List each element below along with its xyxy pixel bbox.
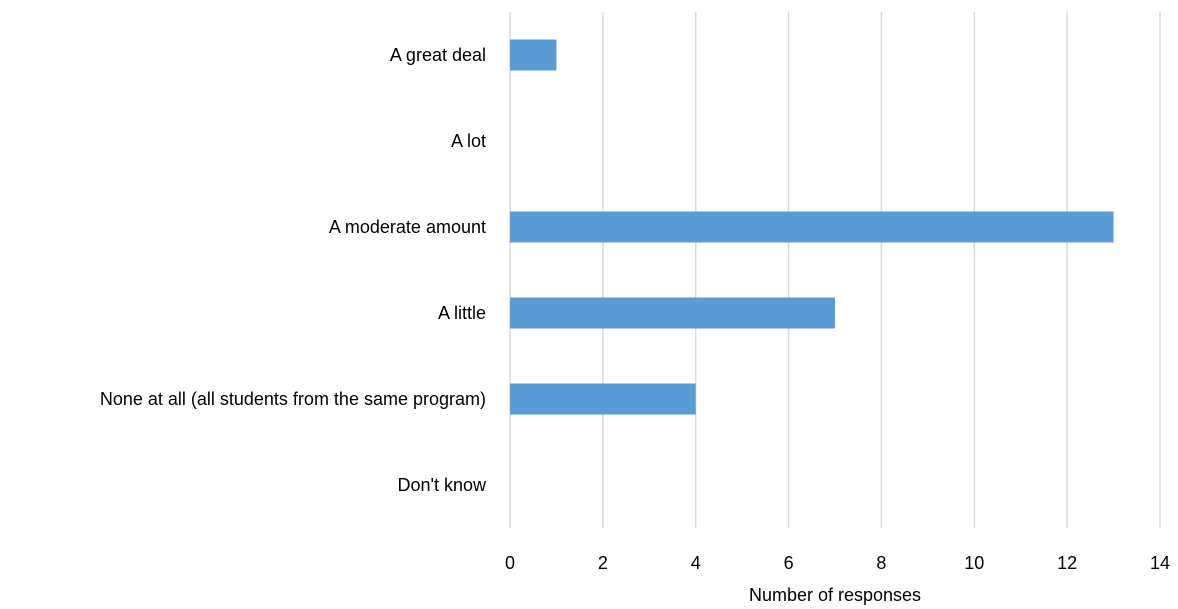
category-label: A moderate amount: [329, 217, 486, 237]
x-axis-title: Number of responses: [749, 585, 921, 605]
gridlines: [509, 12, 1161, 528]
x-tick-label: 12: [1057, 553, 1077, 573]
category-labels: A great deal A lot A moderate amount A litt…: [100, 45, 487, 495]
bars: [510, 39, 1114, 415]
x-tick-label: 14: [1150, 553, 1170, 573]
x-tick-label: 10: [964, 553, 984, 573]
category-label: None at all (all students from the same …: [100, 389, 486, 409]
x-tick-label: 6: [784, 553, 794, 573]
category-label: A great deal: [390, 45, 486, 65]
x-tick-label: 0: [505, 553, 515, 573]
bar: [510, 39, 557, 71]
category-label: A lot: [451, 131, 486, 151]
category-label: Don't know: [398, 475, 487, 495]
category-label: A little: [438, 303, 486, 323]
x-tick-label: 4: [691, 553, 701, 573]
x-tick-labels: 0 2 4 6 8 10 12 14: [505, 553, 1170, 573]
x-tick-label: 8: [876, 553, 886, 573]
bar: [510, 297, 835, 329]
bar: [510, 211, 1114, 243]
x-tick-label: 2: [598, 553, 608, 573]
bar: [510, 383, 696, 415]
